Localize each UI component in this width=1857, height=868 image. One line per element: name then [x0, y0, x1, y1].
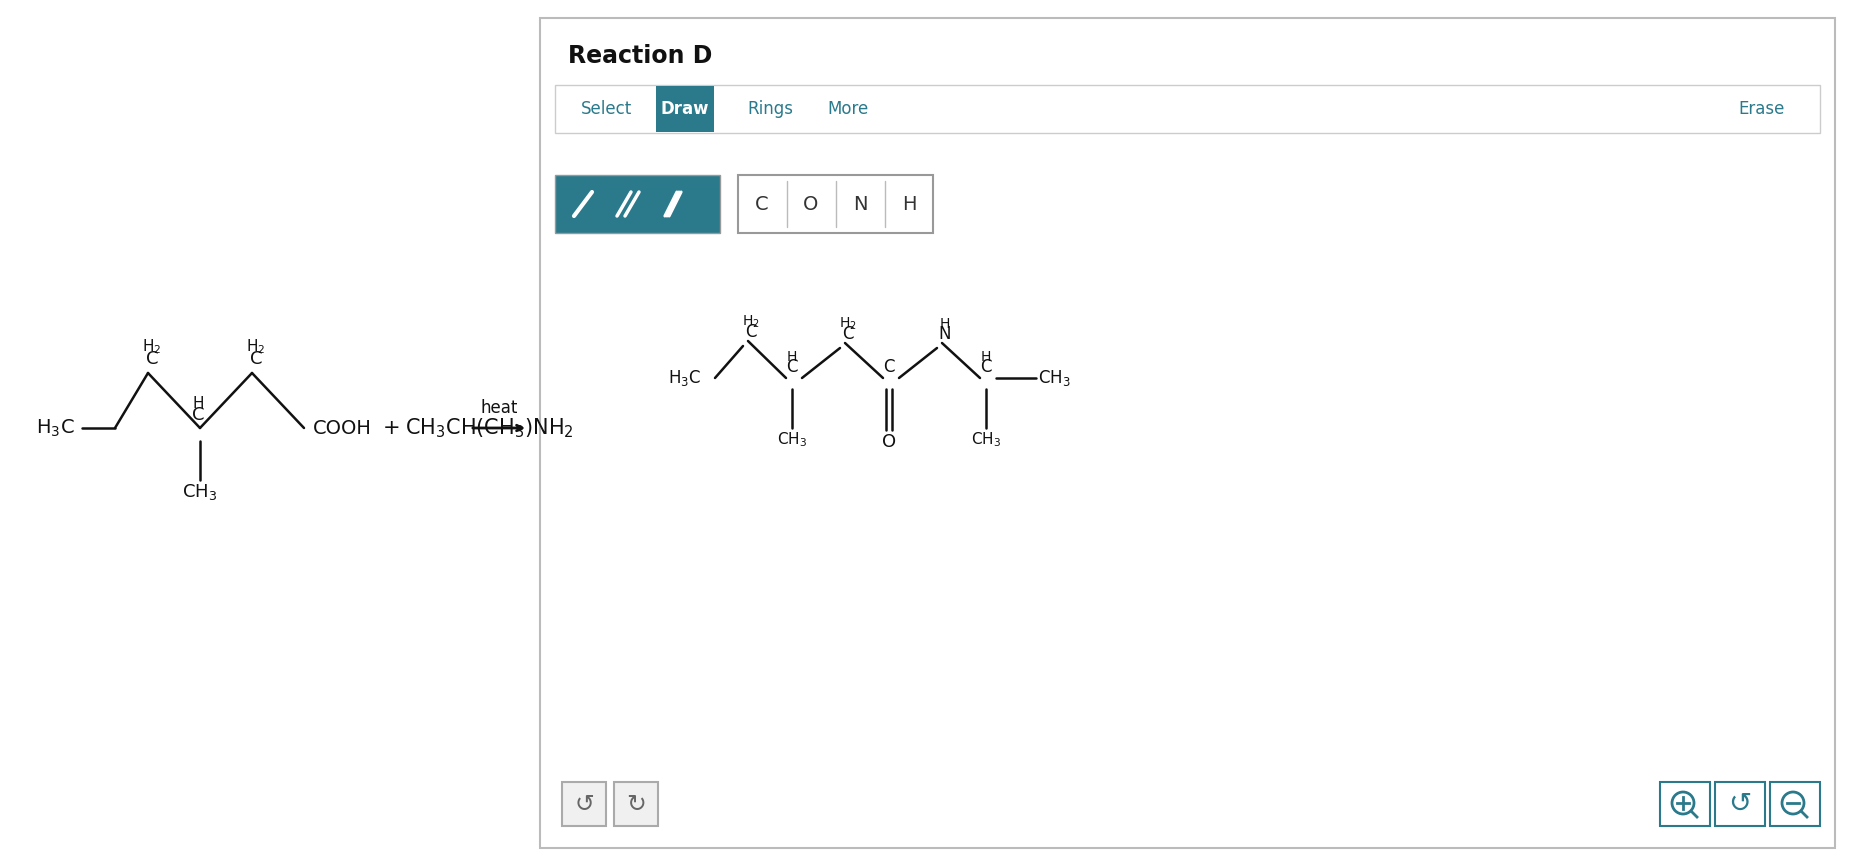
- Text: Reaction D: Reaction D: [568, 44, 711, 68]
- Text: More: More: [826, 100, 869, 118]
- Text: Select: Select: [581, 100, 631, 118]
- Text: H: H: [980, 350, 990, 364]
- Text: C: C: [841, 325, 852, 343]
- Bar: [555, 85, 1820, 133]
- Text: H: H: [940, 317, 949, 331]
- Text: $\mathregular{CH_3}$: $\mathregular{CH_3}$: [776, 431, 806, 450]
- Text: C: C: [249, 350, 262, 368]
- Text: ↺: ↺: [574, 792, 594, 816]
- Text: C: C: [745, 323, 756, 341]
- Text: H: H: [786, 350, 797, 364]
- Text: $\mathregular{H_3C}$: $\mathregular{H_3C}$: [35, 418, 74, 438]
- Bar: [1658, 782, 1708, 826]
- Text: N: N: [938, 325, 951, 343]
- Bar: [656, 86, 713, 132]
- Text: $\mathregular{H_2}$: $\mathregular{H_2}$: [741, 314, 760, 330]
- Text: Rings: Rings: [747, 100, 793, 118]
- Text: H: H: [191, 397, 204, 411]
- Text: Draw: Draw: [661, 100, 709, 118]
- Text: C: C: [145, 350, 158, 368]
- Text: C: C: [882, 358, 895, 376]
- Text: $\mathregular{+ \; CH_3CH(CH_3)NH_2}$: $\mathregular{+ \; CH_3CH(CH_3)NH_2}$: [383, 416, 574, 440]
- Text: C: C: [786, 358, 797, 376]
- Bar: [613, 782, 657, 826]
- Text: $\mathregular{CH_3}$: $\mathregular{CH_3}$: [1036, 368, 1070, 388]
- Text: $\mathregular{H_3C}$: $\mathregular{H_3C}$: [669, 368, 702, 388]
- Bar: [1770, 782, 1820, 826]
- Text: $\mathregular{H_2}$: $\mathregular{H_2}$: [247, 338, 266, 357]
- Text: H: H: [901, 194, 916, 214]
- Text: O: O: [882, 433, 895, 451]
- Text: O: O: [802, 194, 819, 214]
- Text: $\mathregular{H_2}$: $\mathregular{H_2}$: [839, 316, 856, 332]
- Text: ↺: ↺: [1727, 790, 1751, 818]
- Text: Erase: Erase: [1738, 100, 1785, 118]
- Bar: [737, 175, 932, 233]
- Text: $\mathregular{CH_3}$: $\mathregular{CH_3}$: [182, 482, 217, 502]
- Text: C: C: [754, 194, 769, 214]
- Text: C: C: [980, 358, 992, 376]
- Text: ↻: ↻: [626, 792, 646, 816]
- Bar: [555, 175, 721, 233]
- Text: heat: heat: [481, 399, 518, 417]
- Text: $\mathregular{H_2}$: $\mathregular{H_2}$: [143, 338, 162, 357]
- Bar: [561, 782, 605, 826]
- Bar: [540, 18, 1835, 848]
- Text: $\mathregular{CH_3}$: $\mathregular{CH_3}$: [971, 431, 1001, 450]
- Text: C: C: [191, 406, 204, 424]
- Text: N: N: [852, 194, 867, 214]
- Bar: [1714, 782, 1764, 826]
- Text: COOH: COOH: [312, 418, 371, 437]
